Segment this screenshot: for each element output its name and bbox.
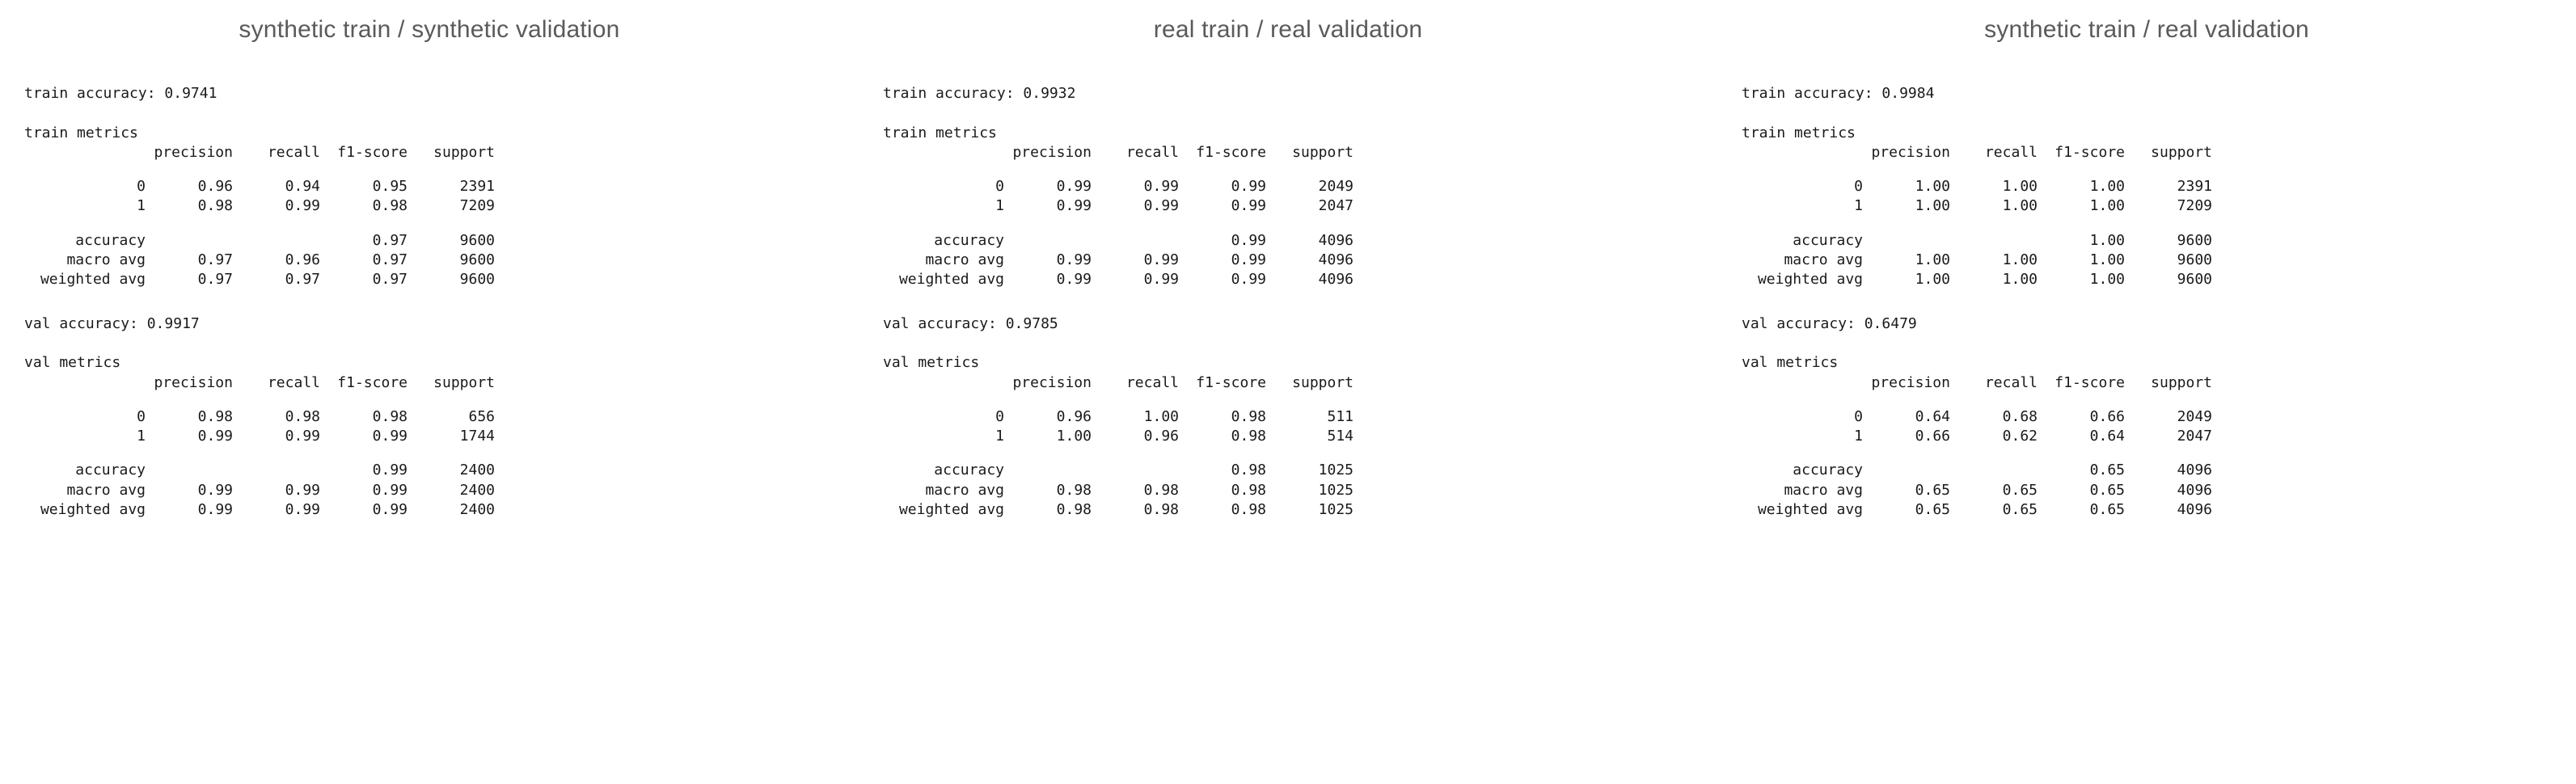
weighted-avg-row: weighted avg0.980.980.981025	[883, 500, 1360, 520]
class-row-0: 01.001.001.002391	[1742, 177, 2219, 196]
train-metrics-table: precision recall f1-score support 01.001…	[1742, 143, 2219, 290]
train-metrics-table: precision recall f1-score support 00.990…	[883, 143, 1360, 290]
class-row-1: 10.990.990.992047	[883, 196, 1360, 216]
train-accuracy-line: train accuracy: 0.9932	[883, 84, 1693, 103]
macro-avg-row: macro avg0.650.650.654096	[1742, 481, 2219, 500]
train-accuracy-line: train accuracy: 0.9984	[1742, 84, 2552, 103]
panel-title: synthetic train / real validation	[1742, 16, 2552, 44]
header-row: precision recall f1-score support	[883, 373, 1360, 393]
class-row-0: 00.640.680.662049	[1742, 407, 2219, 427]
panel-title: synthetic train / synthetic validation	[24, 16, 834, 44]
val-metrics-label: val metrics	[24, 334, 834, 373]
macro-avg-row: macro avg0.970.960.979600	[24, 251, 501, 270]
val-accuracy-line: val accuracy: 0.9917	[24, 314, 834, 334]
header-row: precision recall f1-score support	[24, 143, 501, 162]
class-row-1: 10.990.990.991744	[24, 427, 501, 446]
accuracy-row: accuracy1.009600	[1742, 231, 2219, 251]
val-metrics-table: precision recall f1-score support 00.980…	[24, 373, 501, 521]
weighted-avg-row: weighted avg0.990.990.992400	[24, 500, 501, 520]
class-row-1: 10.660.620.642047	[1742, 427, 2219, 446]
macro-avg-row: macro avg0.990.990.992400	[24, 481, 501, 500]
accuracy-row: accuracy0.994096	[883, 231, 1360, 251]
panel-title: real train / real validation	[883, 16, 1693, 44]
train-accuracy-line: train accuracy: 0.9741	[24, 84, 834, 103]
header-row: precision recall f1-score support	[1742, 143, 2219, 162]
header-row: precision recall f1-score support	[1742, 373, 2219, 393]
weighted-avg-row: weighted avg0.970.970.979600	[24, 270, 501, 289]
train-metrics-table: precision recall f1-score support 00.960…	[24, 143, 501, 290]
class-row-0: 00.990.990.992049	[883, 177, 1360, 196]
weighted-avg-row: weighted avg0.650.650.654096	[1742, 500, 2219, 520]
val-metrics-label: val metrics	[1742, 334, 2552, 373]
accuracy-row: accuracy0.992400	[24, 461, 501, 480]
weighted-avg-row: weighted avg0.990.990.994096	[883, 270, 1360, 289]
accuracy-row: accuracy0.654096	[1742, 461, 2219, 480]
val-accuracy-line: val accuracy: 0.6479	[1742, 314, 2552, 334]
train-metrics-label: train metrics	[24, 103, 834, 143]
header-row: precision recall f1-score support	[24, 373, 501, 393]
class-row-1: 10.980.990.987209	[24, 196, 501, 216]
val-metrics-table: precision recall f1-score support 00.961…	[883, 373, 1360, 521]
macro-avg-row: macro avg0.980.980.981025	[883, 481, 1360, 500]
panels-row: synthetic train / synthetic validation t…	[24, 16, 2552, 520]
class-row-1: 11.000.960.98514	[883, 427, 1360, 446]
panel-real-real: real train / real validation train accur…	[883, 16, 1693, 520]
train-metrics-label: train metrics	[1742, 103, 2552, 143]
accuracy-row: accuracy0.981025	[883, 461, 1360, 480]
macro-avg-row: macro avg0.990.990.994096	[883, 251, 1360, 270]
class-row-0: 00.980.980.98656	[24, 407, 501, 427]
train-metrics-label: train metrics	[883, 103, 1693, 143]
accuracy-row: accuracy0.979600	[24, 231, 501, 251]
macro-avg-row: macro avg1.001.001.009600	[1742, 251, 2219, 270]
class-row-0: 00.960.940.952391	[24, 177, 501, 196]
val-metrics-label: val metrics	[883, 334, 1693, 373]
class-row-1: 11.001.001.007209	[1742, 196, 2219, 216]
val-accuracy-line: val accuracy: 0.9785	[883, 314, 1693, 334]
panel-synthetic-real: synthetic train / real validation train …	[1742, 16, 2552, 520]
weighted-avg-row: weighted avg1.001.001.009600	[1742, 270, 2219, 289]
val-metrics-table: precision recall f1-score support 00.640…	[1742, 373, 2219, 521]
header-row: precision recall f1-score support	[883, 143, 1360, 162]
class-row-0: 00.961.000.98511	[883, 407, 1360, 427]
panel-synthetic-synthetic: synthetic train / synthetic validation t…	[24, 16, 834, 520]
